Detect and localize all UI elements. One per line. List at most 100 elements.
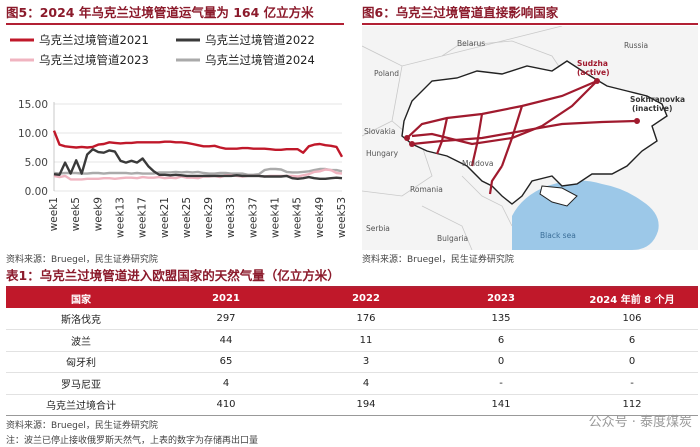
table-header-row: 国家 2021 2022 2023 2024 年前 8 个月 (6, 288, 698, 308)
ukraine-pipeline-map: Belarus Russia Poland Slovakia Hungary M… (362, 26, 698, 250)
chart-lines (52, 130, 344, 181)
ukraine-territory (401, 60, 668, 205)
legend-label: 乌克兰过境管道2024 (205, 53, 315, 67)
x-tick-label: week37 (247, 197, 259, 238)
cell-value: 44 (219, 334, 233, 346)
x-tick-label: week25 (181, 197, 193, 238)
legend-label: 乌克兰过境管道2021 (39, 33, 149, 47)
x-tick-label: week29 (203, 197, 215, 238)
cell-country: 波兰 (71, 336, 91, 348)
table-total-row: 乌克兰过境合计 410 194 141 112 (6, 394, 698, 416)
x-tick-label: week53 (336, 197, 348, 238)
hungary-node (409, 141, 415, 147)
cell-value: 0 (497, 356, 505, 368)
label-slovakia: Slovakia (364, 127, 396, 136)
figure6-source: 资料来源：Bruegel，民生证券研究院 (362, 255, 514, 265)
header-2023: 2023 (487, 292, 515, 304)
cell-value: - (499, 377, 503, 389)
label-poland: Poland (374, 69, 399, 78)
table1-note: 注：波兰已停止接收俄罗斯天然气，上表的数字为存储再出口量 (6, 436, 259, 446)
cell-value: 6 (628, 334, 636, 346)
table-row: 罗马尼亚 4 4 - - (6, 373, 698, 394)
line-chart: 0.00 5.00 10.00 15.00 week1 week5 week9 week13… (10, 33, 348, 238)
x-tick-label: week5 (70, 197, 82, 231)
gas-volume-table: 国家 2021 2022 2023 2024 年前 8 个月 斯洛伐克 297 … (6, 288, 698, 416)
label-bulgaria: Bulgaria (437, 234, 468, 243)
table1-title: 表1：乌克兰过境管道进入欧盟国家的天然气量（亿立方米） (6, 268, 340, 283)
cell-country: 乌克兰过境合计 (46, 401, 116, 413)
label-sokhranovka: Sokhranovka (630, 95, 685, 104)
x-tick-label: week49 (314, 197, 326, 238)
series-line-乌克兰过境管道2021 (52, 130, 344, 158)
pipelines (406, 79, 638, 195)
x-tick-label: week33 (225, 197, 237, 238)
x-tick-label: week9 (92, 197, 104, 231)
x-tick-label: week17 (137, 197, 149, 238)
table-row: 波兰 44 11 6 6 (6, 330, 698, 351)
figure6-title: 图6：乌克兰过境管道直接影响国家 (362, 5, 559, 20)
table1-title-rule (6, 286, 698, 288)
y-tick-label: 15.00 (18, 99, 48, 111)
label-black-sea: Black sea (540, 231, 576, 240)
figure5-title-rule (6, 23, 344, 25)
label-hungary: Hungary (366, 149, 399, 158)
figure5-source: 资料来源：Bruegel，民生证券研究院 (6, 255, 158, 265)
station-labels-inactive: Sokhranovka (inactive) (630, 95, 685, 113)
cell-value: 112 (622, 399, 642, 411)
y-tick-label: 5.00 (25, 157, 48, 169)
x-tick-label: week13 (114, 197, 126, 238)
series-line-乌克兰过境管道2024 (53, 167, 343, 177)
label-sudzha-status: (active) (577, 68, 610, 77)
header-country: 国家 (71, 294, 91, 306)
table-row: 斯洛伐克 297 176 135 106 (6, 308, 698, 330)
x-tick-label: week41 (270, 197, 282, 238)
station-labels: Sudzha (active) (577, 59, 610, 77)
table1-source: 资料来源：Bruegel，民生证券研究院 (6, 421, 158, 431)
y-axis-ticks: 0.00 5.00 10.00 15.00 (18, 99, 48, 198)
cell-value: 4 (222, 377, 230, 389)
chart-grid (53, 102, 342, 192)
header-2021: 2021 (212, 292, 240, 304)
cell-value: 176 (356, 313, 376, 324)
label-sokhranovka-status: (inactive) (632, 104, 672, 113)
watermark: 公众号 · 泰度煤炭 (588, 415, 692, 430)
cell-value: 297 (216, 313, 236, 324)
label-serbia: Serbia (366, 224, 390, 233)
cell-value: 106 (622, 313, 642, 324)
legend-label: 乌克兰过境管道2023 (39, 53, 149, 67)
cell-country: 斯洛伐克 (61, 315, 101, 326)
cell-country: 匈牙利 (66, 358, 96, 370)
cell-value: 11 (359, 334, 373, 346)
series-line-乌克兰过境管道2022 (53, 147, 343, 181)
cell-value: 0 (628, 356, 636, 368)
figure5-title: 图5：2024 年乌克兰过境管道运气量为 164 亿立方米 (6, 5, 314, 20)
cell-value: 410 (216, 399, 236, 411)
cell-value: 141 (491, 399, 511, 411)
label-sudzha: Sudzha (577, 59, 608, 68)
legend-label: 乌克兰过境管道2022 (205, 33, 315, 47)
table-row: 匈牙利 65 3 0 0 (6, 351, 698, 373)
label-moldova: Moldova (462, 159, 494, 168)
chart-legend: 乌克兰过境管道2021 乌克兰过境管道2022 乌克兰过境管道2023 乌克兰过境管道… (10, 33, 315, 67)
label-russia: Russia (624, 41, 648, 50)
x-tick-label: week1 (48, 197, 60, 231)
series-line-乌克兰过境管道2023 (53, 168, 343, 181)
cell-country: 罗马尼亚 (61, 379, 101, 391)
map-labels: Belarus Russia Poland Slovakia Hungary M… (364, 39, 648, 243)
header-2024: 2024 年前 8 个月 (589, 294, 675, 306)
x-axis-ticks: week1 week5 week9 week13 week17 week21 week25 w… (48, 197, 348, 238)
header-2022: 2022 (352, 292, 380, 304)
cell-value: 6 (497, 334, 505, 346)
label-belarus: Belarus (457, 39, 485, 48)
figure6-title-rule (362, 23, 698, 25)
cell-value: 3 (362, 356, 370, 368)
cell-value: 4 (362, 377, 370, 389)
y-tick-label: 0.00 (25, 186, 48, 198)
y-tick-label: 10.00 (18, 128, 48, 140)
x-tick-label: week21 (159, 197, 171, 238)
slovakia-node (404, 135, 410, 141)
cell-value: - (630, 377, 634, 389)
cell-value: 194 (356, 399, 376, 411)
country-borders (362, 26, 563, 250)
crimea (539, 185, 578, 207)
